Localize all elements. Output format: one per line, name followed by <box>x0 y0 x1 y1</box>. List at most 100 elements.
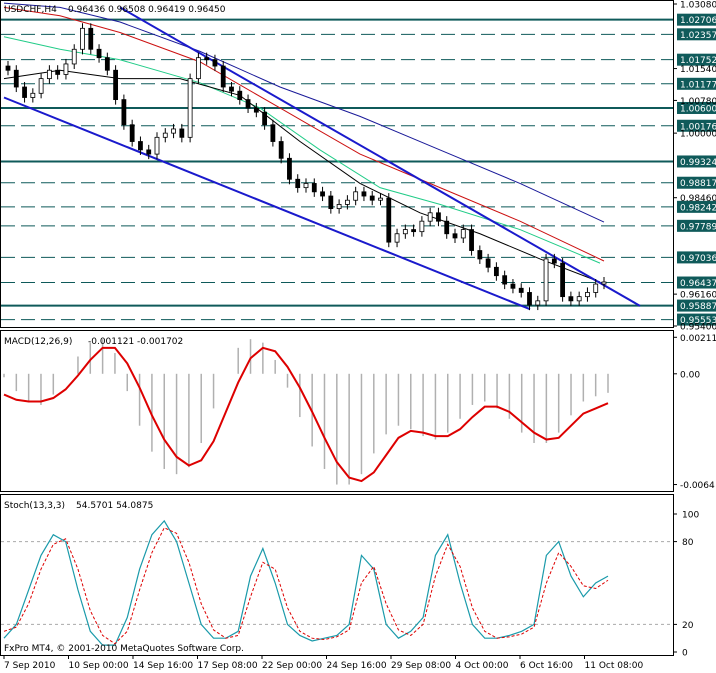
ma-green-line <box>3 36 601 264</box>
level-price-tag <box>677 28 716 41</box>
x-tick-label: 24 Sep 16:00 <box>327 661 387 671</box>
candle-body <box>113 69 119 100</box>
footer-copyright: FxPro MT4, © 2001-2010 MetaQuotes Softwa… <box>4 644 244 654</box>
x-tick-label: 7 Sep 2010 <box>4 661 56 671</box>
macd-values: -0.001121 -0.001702 <box>88 337 183 347</box>
candle-body <box>469 229 474 251</box>
y-tick-label: 0.96160 <box>680 291 716 301</box>
candle-body <box>146 149 152 155</box>
candle-body <box>601 281 607 285</box>
candle-body <box>80 27 85 50</box>
level-price-label: 1.01177 <box>680 80 716 90</box>
candle-body <box>527 292 532 306</box>
stoch-title: Stoch(13,3,3) <box>4 501 65 511</box>
macd-y-tick-label: 0.00 <box>680 370 700 380</box>
ma-red-line <box>3 6 605 262</box>
stoch-y-tick-label: 20 <box>682 621 694 631</box>
stoch-main-line <box>3 519 609 646</box>
ma-fast-line <box>3 69 601 283</box>
x-tick-label: 10 Sep 00:00 <box>69 661 129 671</box>
candle-body <box>353 191 359 201</box>
macd-y-tick-label: -0.0064 <box>680 481 715 491</box>
candle-body <box>162 132 168 138</box>
candle-body <box>262 111 268 126</box>
candle-body <box>179 128 185 138</box>
candle-body <box>212 59 218 67</box>
level-price-label: 0.95553 <box>680 316 716 326</box>
y-tick-label: 0.95400 <box>680 323 716 333</box>
candle-body <box>411 229 417 233</box>
candle-body <box>402 229 408 235</box>
candle-body <box>96 48 102 59</box>
level-price-tag <box>677 119 716 132</box>
level-price-tag <box>677 101 716 114</box>
candle-body <box>394 233 400 243</box>
candle-body <box>576 296 582 302</box>
candle-body <box>46 69 52 80</box>
level-price-tag <box>677 13 716 26</box>
candle-body <box>460 229 466 239</box>
candle-body <box>311 183 317 193</box>
candle-body <box>237 90 243 100</box>
candle-body <box>121 99 127 126</box>
x-tick-label: 14 Sep 16:00 <box>133 661 193 671</box>
level-price-tag <box>677 251 716 264</box>
level-price-label: 0.98817 <box>680 179 716 189</box>
candle-body <box>104 57 110 71</box>
level-price-tag <box>677 77 716 90</box>
candle-body <box>303 183 309 189</box>
y-tick-label: 1.01540 <box>680 65 716 75</box>
x-tick-label: 22 Sep 00:00 <box>262 661 322 671</box>
candle-body <box>320 191 325 197</box>
candle-body <box>5 65 11 71</box>
level-price-label: 0.99324 <box>680 158 716 168</box>
candle-body <box>171 128 176 134</box>
candle-body <box>138 141 143 151</box>
level-price-tag <box>677 176 716 189</box>
candle-body <box>295 178 301 189</box>
channel-lower-line <box>3 96 531 311</box>
candle-body <box>253 107 259 113</box>
macd-signal-line <box>3 346 609 483</box>
candle-body <box>535 300 541 306</box>
candle-body <box>195 57 201 80</box>
stoch-values: 54.5701 54.0875 <box>76 501 153 511</box>
stoch-pane[interactable] <box>0 494 674 656</box>
x-tick-label: 4 Oct 00:00 <box>456 661 509 671</box>
level-price-label: 0.97789 <box>680 222 716 232</box>
level-price-label: 1.00600 <box>680 104 716 114</box>
candle-body <box>543 258 549 302</box>
macd-title: MACD(12,26,9) <box>4 337 72 347</box>
symbol-title: USDCHF,H4 <box>4 5 57 15</box>
candle-body <box>154 136 160 155</box>
y-tick-label: 0.98460 <box>680 194 716 204</box>
level-price-label: 1.00176 <box>680 122 716 132</box>
level-price-label: 1.01752 <box>680 56 716 66</box>
candle-body <box>593 283 599 293</box>
stoch-y-tick-label: 0 <box>682 649 688 659</box>
candle-body <box>278 141 284 159</box>
stoch-y-tick-label: 100 <box>682 511 699 521</box>
level-price-label: 1.02357 <box>680 31 716 41</box>
candle-body <box>129 124 135 142</box>
x-tick-label: 11 Oct 08:00 <box>585 661 644 671</box>
candle-body <box>287 157 292 180</box>
y-tick-label: 1.03080 <box>680 1 716 11</box>
candle-body <box>71 48 77 65</box>
level-price-label: 0.96437 <box>680 279 716 289</box>
candle-body <box>551 258 557 264</box>
ma-blue-line <box>3 2 605 223</box>
y-tick-label: 1.00780 <box>680 97 716 107</box>
stoch-y-tick-label: 80 <box>682 538 694 548</box>
candle-body <box>270 124 276 142</box>
candle-body <box>585 292 590 298</box>
candle-body <box>38 78 44 94</box>
level-price-label: 0.98242 <box>680 203 716 213</box>
level-price-tag <box>677 200 716 213</box>
ohlc-values: 0.96436 0.96508 0.96419 0.96450 <box>68 5 226 15</box>
x-tick-label: 17 Sep 08:00 <box>198 661 258 671</box>
candle-body <box>510 283 516 289</box>
stoch-signal-line <box>3 527 609 645</box>
level-price-tag <box>677 155 716 168</box>
